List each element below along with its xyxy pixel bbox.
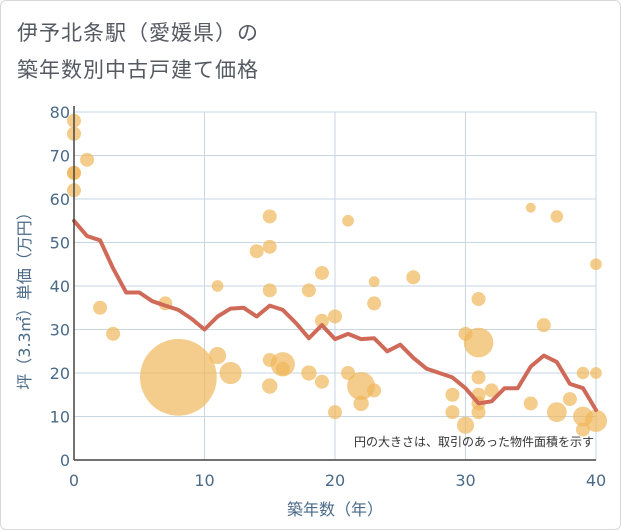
y-tick-label: 70	[50, 147, 70, 166]
bubble-point	[301, 283, 316, 298]
bubble-point	[314, 374, 329, 389]
bubble-point	[523, 396, 538, 411]
bubble-point	[106, 326, 121, 341]
bubble-point	[562, 392, 577, 407]
bubble-layer	[67, 113, 608, 437]
bubble-point	[536, 318, 551, 333]
bubble-point	[525, 202, 536, 213]
size-legend-note: 円の大きさは、取引のあった物件面積を示す	[354, 434, 594, 449]
bubble-point	[249, 244, 264, 259]
bubble-point	[445, 387, 460, 402]
y-tick-label: 60	[50, 190, 70, 209]
bubble-point	[471, 405, 486, 420]
bubble-point	[314, 265, 329, 280]
bubble-point	[590, 367, 602, 379]
x-tick-label: 40	[586, 471, 606, 490]
bubble-point	[353, 395, 369, 412]
x-axis-label: 築年数（年）	[287, 500, 383, 519]
bubble-point	[590, 258, 602, 271]
y-tick-label: 50	[50, 234, 70, 253]
bubble-point	[584, 409, 608, 432]
bubble-point	[301, 365, 317, 381]
bubble-point	[463, 327, 494, 358]
bubble-point	[471, 292, 486, 307]
bubble-point	[262, 283, 277, 298]
bubble-point	[367, 383, 382, 398]
bubble-point	[367, 296, 382, 311]
bubble-point	[546, 402, 567, 423]
bubble-point	[262, 378, 278, 394]
bubble-point	[262, 209, 277, 224]
bubble-point	[550, 210, 564, 223]
x-tick-label: 10	[194, 471, 214, 490]
bubble-point	[484, 383, 499, 398]
x-tick-label: 20	[325, 471, 345, 490]
x-tick-label: 0	[69, 471, 79, 490]
bubble-point	[342, 214, 354, 227]
bubble-point	[576, 366, 590, 380]
bubble-point	[328, 309, 342, 324]
bubble-point	[93, 300, 108, 315]
y-tick-label: 0	[60, 451, 70, 470]
bubble-point	[471, 370, 486, 385]
bubble-point	[406, 270, 421, 285]
bubble-point	[314, 313, 329, 328]
chart-title-line-2: 築年数別中古戸建て価格	[17, 58, 259, 82]
bubble-point	[445, 405, 460, 420]
tick-labels: 0 10 20 30 40 50 60 70 80 0 10 20 30 40	[50, 103, 607, 490]
bubble-point	[208, 347, 227, 365]
y-tick-label: 20	[50, 364, 70, 383]
y-tick-label: 80	[50, 103, 70, 122]
bubble-point	[211, 280, 224, 292]
bubble-point	[456, 416, 475, 434]
chart-title-line-1: 伊予北条駅（愛媛県）の	[17, 21, 259, 45]
y-tick-label: 30	[50, 321, 70, 340]
grid-lines	[74, 111, 597, 460]
bubble-point	[328, 405, 342, 420]
y-axis-label: 坪（3.3㎡）単価（万円）	[15, 204, 34, 389]
y-tick-label: 10	[50, 408, 70, 427]
axes	[73, 106, 596, 461]
bubble-point	[262, 239, 277, 254]
y-tick-label: 40	[50, 277, 70, 296]
bubble-point	[140, 339, 217, 416]
bubble-point	[219, 361, 242, 385]
bubble-point	[80, 152, 95, 167]
x-tick-label: 30	[455, 471, 475, 490]
bubble-point	[275, 361, 290, 376]
trend-line	[72, 218, 598, 412]
trend-line-layer	[72, 218, 598, 412]
bubble-point	[368, 276, 380, 288]
chart-title: 伊予北条駅（愛媛県）の 築年数別中古戸建て価格	[17, 15, 259, 89]
